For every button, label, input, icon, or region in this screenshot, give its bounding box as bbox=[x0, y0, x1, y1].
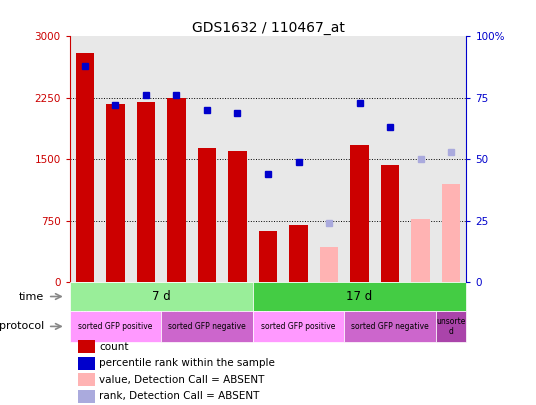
Bar bbox=[436, 311, 466, 342]
Bar bbox=[198, 148, 216, 282]
Bar bbox=[70, 311, 161, 342]
Bar bbox=[78, 340, 95, 353]
Bar bbox=[253, 311, 344, 342]
Bar bbox=[137, 102, 155, 282]
Text: sorted GFP positive: sorted GFP positive bbox=[78, 322, 153, 331]
Bar bbox=[381, 165, 399, 282]
Text: count: count bbox=[100, 342, 129, 352]
Bar bbox=[320, 247, 338, 282]
Text: 17 d: 17 d bbox=[346, 290, 373, 303]
Text: sorted GFP negative: sorted GFP negative bbox=[351, 322, 429, 331]
Text: protocol: protocol bbox=[0, 322, 44, 331]
Text: unsorte
d: unsorte d bbox=[436, 317, 466, 336]
Bar bbox=[253, 282, 466, 311]
Text: sorted GFP positive: sorted GFP positive bbox=[262, 322, 336, 331]
Text: 7 d: 7 d bbox=[152, 290, 170, 303]
Text: rank, Detection Call = ABSENT: rank, Detection Call = ABSENT bbox=[100, 391, 260, 401]
Bar bbox=[70, 282, 253, 311]
Bar bbox=[351, 145, 369, 282]
Text: time: time bbox=[19, 292, 44, 301]
Bar bbox=[289, 225, 308, 282]
Bar bbox=[259, 231, 277, 282]
Text: percentile rank within the sample: percentile rank within the sample bbox=[100, 358, 276, 368]
Bar bbox=[161, 311, 253, 342]
Bar bbox=[106, 104, 124, 282]
Bar bbox=[344, 311, 436, 342]
Bar bbox=[78, 357, 95, 370]
Bar bbox=[442, 184, 460, 282]
Text: sorted GFP negative: sorted GFP negative bbox=[168, 322, 246, 331]
Bar bbox=[76, 53, 94, 282]
Text: value, Detection Call = ABSENT: value, Detection Call = ABSENT bbox=[100, 375, 265, 385]
Bar bbox=[78, 390, 95, 403]
Bar bbox=[412, 219, 430, 282]
Title: GDS1632 / 110467_at: GDS1632 / 110467_at bbox=[191, 21, 345, 35]
Bar bbox=[78, 373, 95, 386]
Bar bbox=[228, 151, 247, 282]
Bar bbox=[167, 98, 185, 282]
